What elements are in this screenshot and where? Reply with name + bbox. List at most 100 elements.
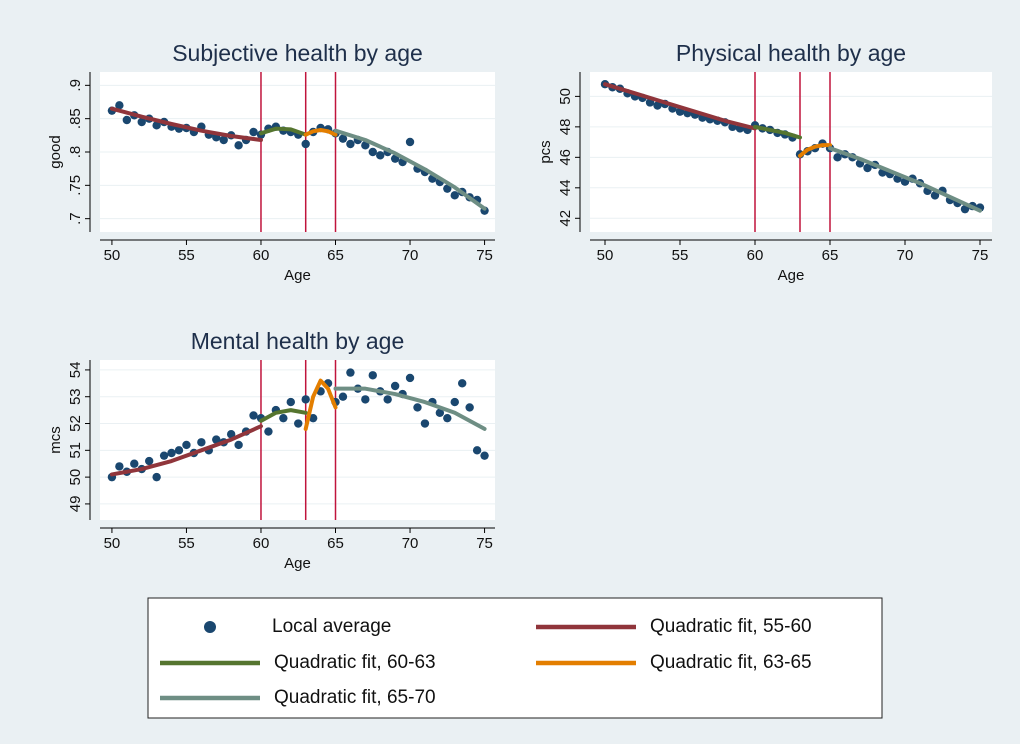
- y-tick-label: 51: [67, 442, 84, 459]
- y-tick-label: 53: [67, 388, 84, 405]
- point: [368, 147, 377, 157]
- point: [301, 395, 310, 404]
- x-tick-label: 60: [747, 247, 764, 264]
- point: [465, 403, 474, 412]
- y-axis-label: pcs: [537, 140, 554, 163]
- point: [450, 397, 459, 407]
- legend-marker: [204, 621, 216, 633]
- point: [152, 472, 161, 482]
- point: [219, 135, 228, 145]
- point: [249, 411, 258, 420]
- x-tick-label: 50: [104, 247, 121, 264]
- fit-line: [109, 106, 263, 142]
- fit-line: [333, 386, 487, 431]
- point: [174, 446, 184, 455]
- point: [115, 101, 124, 110]
- fit-line: [109, 424, 263, 477]
- point: [197, 438, 206, 447]
- point: [115, 462, 124, 471]
- x-tick-label: 50: [104, 535, 121, 552]
- point: [294, 419, 303, 428]
- point: [152, 121, 161, 130]
- point: [144, 456, 154, 466]
- point: [167, 448, 176, 458]
- x-tick-label: 55: [672, 247, 689, 264]
- point: [159, 451, 169, 460]
- point: [301, 139, 310, 149]
- x-tick-label: 75: [476, 535, 493, 552]
- fit-line: [303, 128, 338, 137]
- y-tick-label: 50: [67, 469, 84, 486]
- point: [405, 137, 415, 147]
- y-tick-label: 54: [67, 362, 84, 379]
- point: [368, 371, 377, 380]
- plot-area: [100, 360, 495, 520]
- legend-label: Quadratic fit, 65-70: [274, 687, 436, 708]
- legend-label: Quadratic fit, 63-65: [650, 652, 812, 673]
- point: [338, 392, 348, 401]
- title: Mental health by age: [191, 328, 405, 354]
- fit-line: [603, 82, 757, 131]
- point: [286, 397, 295, 407]
- x-tick-label: 55: [178, 535, 195, 552]
- y-tick-label: 50: [557, 88, 574, 105]
- point: [443, 413, 452, 423]
- x-tick-label: 65: [822, 247, 839, 264]
- legend-label: Quadratic fit, 60-63: [274, 652, 436, 673]
- x-tick-label: 55: [178, 247, 195, 264]
- point: [833, 153, 842, 162]
- title: Physical health by age: [676, 40, 906, 66]
- x-axis-label: Age: [284, 555, 311, 572]
- point: [443, 184, 452, 193]
- x-axis-label: Age: [284, 267, 311, 284]
- point: [361, 141, 370, 150]
- fit-line: [303, 378, 338, 431]
- point: [308, 413, 318, 423]
- x-tick-label: 70: [402, 535, 419, 552]
- fit-line: [258, 126, 308, 137]
- fit-line: [258, 408, 308, 423]
- x-tick-label: 65: [327, 247, 344, 264]
- point: [346, 368, 355, 377]
- point: [390, 381, 400, 391]
- y-tick-label: 49: [67, 496, 84, 513]
- fit-line: [828, 146, 982, 213]
- point: [182, 440, 191, 450]
- y-axis-label: mcs: [47, 426, 64, 454]
- y-tick-label: .8: [67, 146, 84, 159]
- point: [435, 408, 445, 417]
- x-tick-label: 50: [597, 247, 614, 264]
- y-tick-label: 52: [67, 415, 84, 432]
- x-tick-label: 65: [327, 535, 344, 552]
- point: [234, 440, 243, 450]
- point: [338, 134, 348, 143]
- point: [420, 419, 430, 428]
- point: [930, 191, 940, 200]
- x-axis-label: Age: [778, 267, 805, 284]
- point: [137, 117, 146, 127]
- point: [346, 139, 355, 149]
- y-tick-label: 44: [557, 179, 574, 196]
- y-tick-label: .75: [67, 175, 84, 196]
- x-tick-label: 75: [972, 247, 989, 264]
- point: [226, 430, 236, 439]
- y-tick-label: 46: [557, 149, 574, 166]
- title: Subjective health by age: [172, 40, 423, 66]
- point: [130, 459, 139, 468]
- point: [458, 379, 467, 388]
- fit-line: [798, 143, 832, 158]
- x-tick-label: 70: [897, 247, 914, 264]
- point: [376, 151, 385, 160]
- point: [472, 446, 482, 455]
- legend-label: Quadratic fit, 55-60: [650, 616, 812, 637]
- legend-box: [147, 597, 883, 719]
- x-tick-label: 60: [253, 247, 270, 264]
- point: [450, 191, 459, 200]
- point: [279, 413, 288, 423]
- point: [863, 163, 872, 173]
- point: [413, 403, 422, 412]
- x-tick-label: 60: [253, 535, 270, 552]
- x-tick-label: 75: [476, 247, 493, 264]
